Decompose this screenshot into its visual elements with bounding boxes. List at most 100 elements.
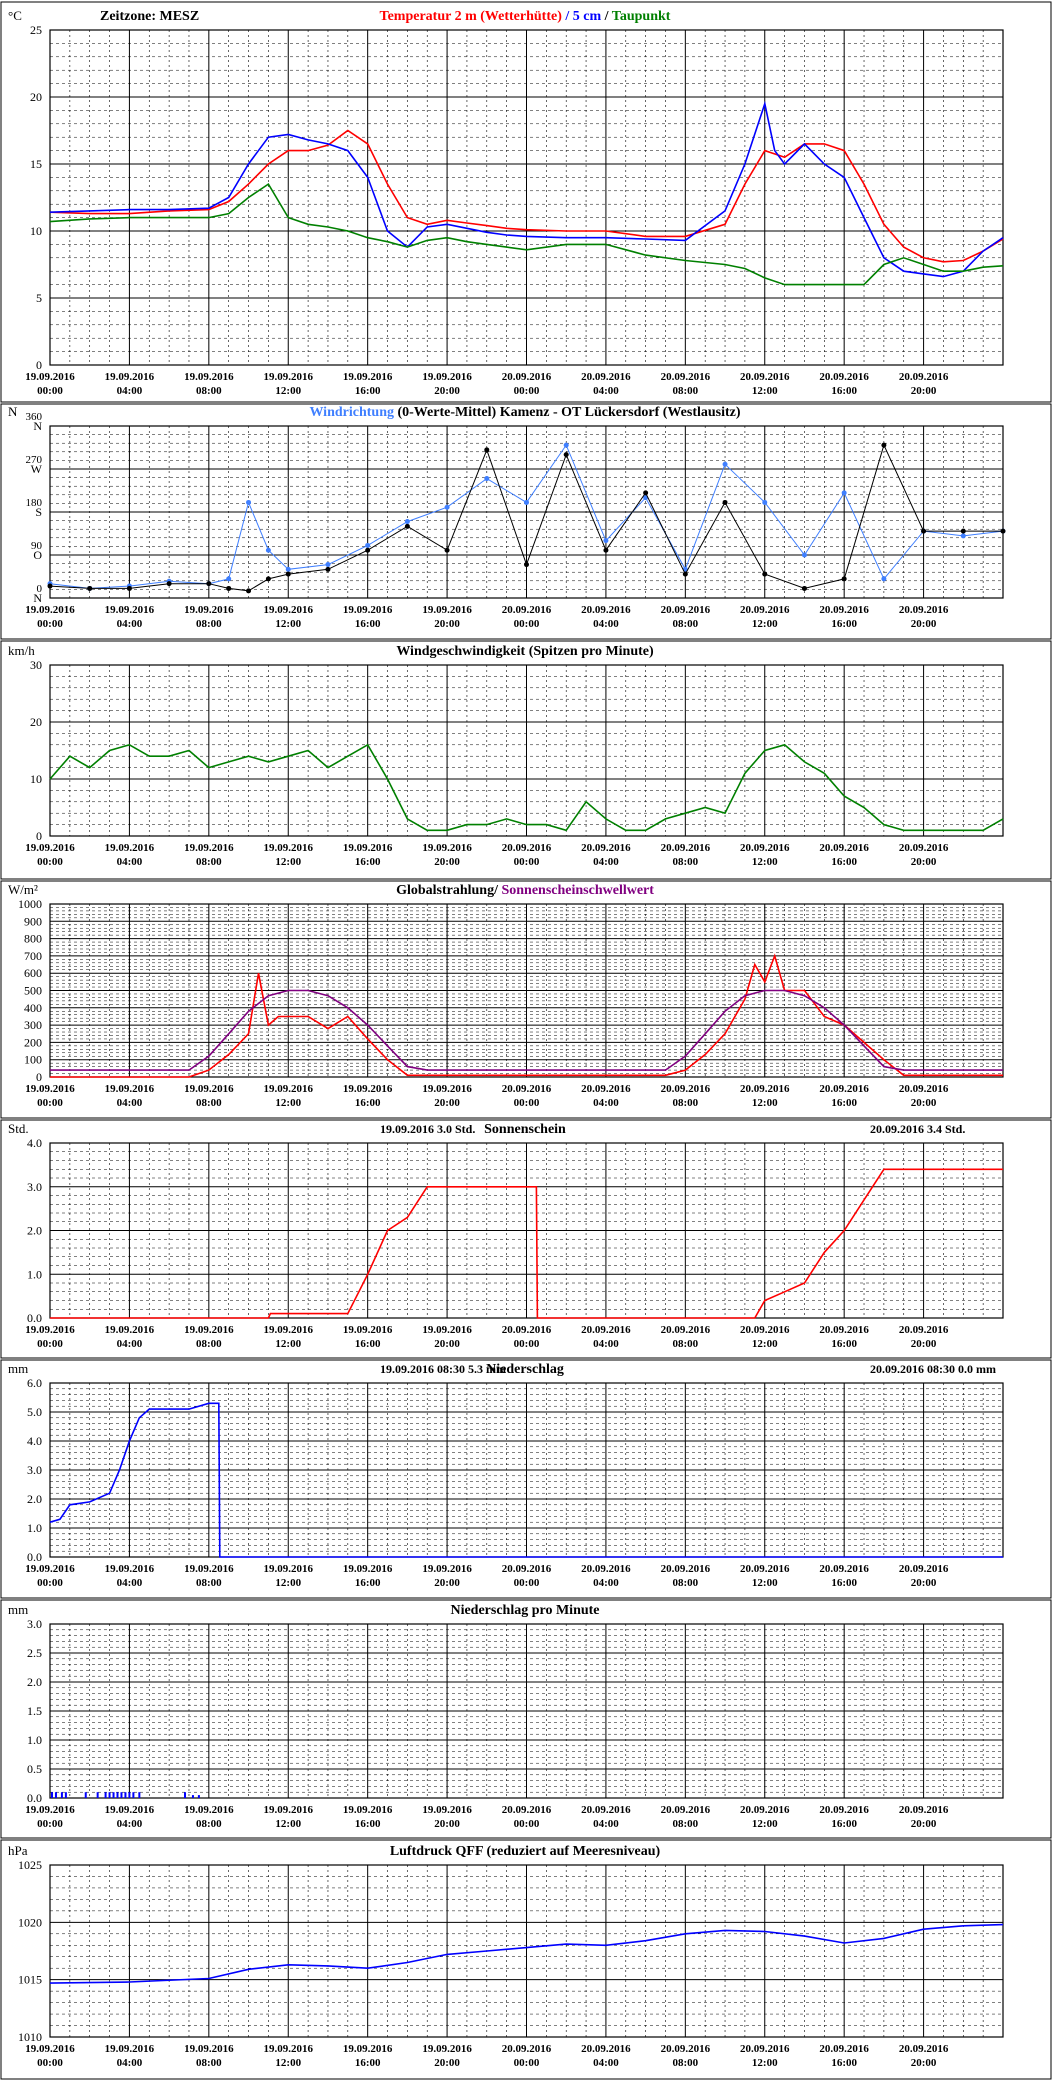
annotation: 19.09.2016 3.0 Std. — [380, 1122, 475, 1136]
bar-mark — [120, 1792, 123, 1798]
title-part: Sonnenscheinschwellwert — [501, 883, 654, 898]
x-tick-date: 19.09.2016 — [105, 2043, 155, 2055]
x-tick-date: 19.09.2016 — [105, 371, 155, 383]
x-tick-time: 00:00 — [514, 1818, 540, 1830]
chart-title: Sonnenschein — [484, 1122, 566, 1137]
x-tick-date: 20.09.2016 — [502, 2043, 552, 2055]
x-tick-date: 20.09.2016 — [899, 1324, 949, 1336]
x-tick-time: 20:00 — [911, 2057, 937, 2069]
x-tick-date: 20.09.2016 — [661, 1324, 711, 1336]
y-tick-label: 4.0 — [27, 1434, 42, 1448]
y-tick-label: O — [33, 548, 42, 562]
x-tick-date: 20.09.2016 — [740, 1804, 790, 1816]
x-tick-date: 19.09.2016 — [105, 1324, 155, 1336]
y-tick-label: 10 — [30, 224, 42, 238]
x-tick-date: 20.09.2016 — [661, 1804, 711, 1816]
bar-mark — [132, 1792, 135, 1798]
x-tick-date: 19.09.2016 — [25, 371, 75, 383]
y-tick-label: N — [33, 419, 42, 433]
x-tick-time: 04:00 — [117, 856, 143, 868]
series-line — [49, 182, 1004, 286]
y-tick-label: 1015 — [18, 1973, 42, 1987]
x-tick-time: 08:00 — [672, 2057, 698, 2069]
y-tick-label: 2.5 — [27, 1646, 42, 1660]
panel-frame — [0, 1599, 1052, 1839]
plot-area — [49, 903, 1004, 1078]
x-tick-time: 12:00 — [275, 385, 301, 397]
bar-mark — [84, 1792, 87, 1798]
x-tick-time: 16:00 — [355, 1577, 381, 1589]
plot-area — [49, 425, 1004, 599]
x-tick-date: 19.09.2016 — [264, 1324, 314, 1336]
x-tick-date: 20.09.2016 — [502, 371, 552, 383]
x-tick-time: 16:00 — [355, 1818, 381, 1830]
x-tick-time: 00:00 — [514, 1097, 540, 1109]
x-tick-date: 20.09.2016 — [581, 371, 631, 383]
x-tick-date: 20.09.2016 — [581, 1324, 631, 1336]
x-tick-date: 19.09.2016 — [343, 842, 393, 854]
x-tick-time: 12:00 — [752, 1577, 778, 1589]
x-tick-time: 00:00 — [514, 385, 540, 397]
x-tick-time: 04:00 — [593, 856, 619, 868]
chart-temp: 0 5 10 15 20 25 °C Zeitzone: MESZ Temperatur 2 m… — [8, 8, 1004, 397]
x-tick-time: 20:00 — [911, 1097, 937, 1109]
x-tick-time: 16:00 — [355, 1097, 381, 1109]
x-tick-date: 19.09.2016 — [25, 842, 75, 854]
x-tick-time: 08:00 — [196, 618, 222, 630]
x-tick-time: 16:00 — [831, 1577, 857, 1589]
y-tick-label: 0 — [36, 829, 42, 843]
x-tick-date: 20.09.2016 — [740, 604, 790, 616]
x-tick-time: 12:00 — [752, 1097, 778, 1109]
x-tick-date: 20.09.2016 — [740, 842, 790, 854]
x-tick-date: 19.09.2016 — [184, 1083, 234, 1095]
y-tick-label: 0 — [36, 1070, 42, 1084]
x-tick-date: 20.09.2016 — [581, 842, 631, 854]
bar-mark — [184, 1792, 187, 1798]
x-tick-date: 19.09.2016 — [264, 2043, 314, 2055]
x-tick-time: 12:00 — [752, 385, 778, 397]
bar-mark — [116, 1792, 119, 1798]
bar-mark — [108, 1792, 111, 1798]
title-part: Windgeschwindigkeit (Spitzen pro Minute) — [396, 644, 654, 659]
x-tick-time: 04:00 — [117, 1338, 143, 1350]
x-tick-date: 20.09.2016 — [819, 2043, 869, 2055]
x-tick-time: 04:00 — [117, 2057, 143, 2069]
scatter-point — [47, 583, 53, 589]
y-tick-label: 1025 — [18, 1858, 42, 1872]
x-tick-date: 20.09.2016 — [661, 2043, 711, 2055]
x-tick-time: 00:00 — [37, 1097, 63, 1109]
series-line — [49, 443, 1003, 592]
y-tick-label: 700 — [24, 949, 42, 963]
y-tick-label: 0.5 — [27, 1762, 42, 1776]
x-tick-time: 20:00 — [911, 1577, 937, 1589]
x-tick-date: 19.09.2016 — [25, 2043, 75, 2055]
y-tick-number: 180 — [26, 497, 43, 509]
unit-label: W/m² — [8, 882, 38, 897]
x-tick-date: 20.09.2016 — [819, 1083, 869, 1095]
chart-title: Windrichtung (0-Werte-Mittel) Kamenz - O… — [309, 405, 740, 420]
plot-area — [49, 664, 1004, 837]
title-part: Kamenz - OT Lückersdorf (Westlausitz) — [496, 405, 741, 420]
x-tick-time: 08:00 — [672, 385, 698, 397]
x-tick-date: 20.09.2016 — [819, 604, 869, 616]
x-tick-time: 00:00 — [37, 385, 63, 397]
chart-precip: 0.01.02.03.04.05.06.0mm Niederschlag19.09… — [8, 1361, 1004, 1589]
unit-label: hPa — [8, 1843, 28, 1858]
x-tick-date: 19.09.2016 — [184, 2043, 234, 2055]
series-line — [49, 1923, 1004, 1984]
x-tick-time: 20:00 — [434, 385, 460, 397]
y-tick-label: 1010 — [18, 2030, 42, 2044]
y-tick-number: 270 — [26, 454, 43, 466]
x-tick-date: 19.09.2016 — [25, 1083, 75, 1095]
title-part: Niederschlag pro Minute — [450, 1603, 599, 1618]
x-tick-date: 19.09.2016 — [343, 371, 393, 383]
y-tick-label: 3.0 — [27, 1180, 42, 1194]
x-tick-date: 20.09.2016 — [661, 1563, 711, 1575]
plot-area — [49, 1623, 1004, 1799]
x-tick-date: 20.09.2016 — [899, 1563, 949, 1575]
x-tick-date: 19.09.2016 — [25, 1804, 75, 1816]
x-tick-time: 16:00 — [831, 1338, 857, 1350]
